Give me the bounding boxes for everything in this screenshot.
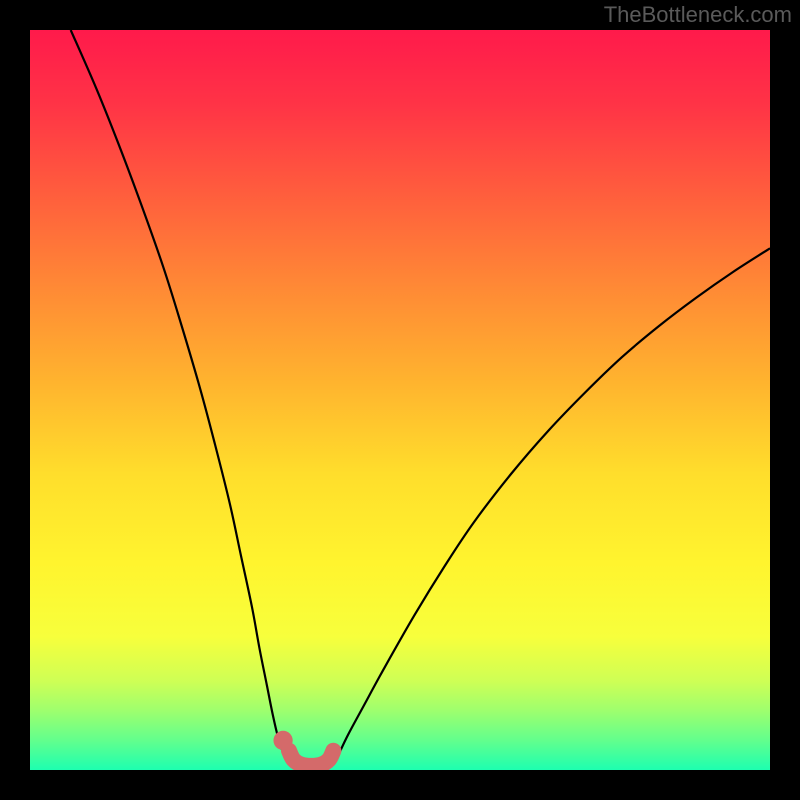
chart-frame (0, 0, 800, 800)
watermark-label: TheBottleneck.com (604, 2, 792, 28)
chart-svg (0, 0, 800, 800)
